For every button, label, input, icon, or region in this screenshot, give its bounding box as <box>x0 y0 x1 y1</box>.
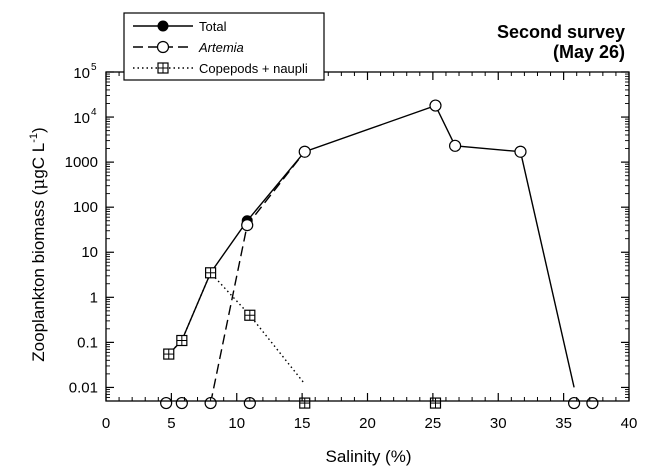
y-tick-label-exp-7: 5 <box>91 62 97 73</box>
y-tick-label-1: 0.1 <box>77 334 98 351</box>
series-line-2 <box>168 271 306 385</box>
y-axis-label-prefix: Zooplankton biomass ( <box>29 189 48 361</box>
data-point-16 <box>567 396 581 410</box>
data-markers <box>160 99 599 410</box>
x-tick-label-3: 15 <box>294 415 311 432</box>
x-tick-label-7: 35 <box>555 415 572 432</box>
series-line-1 <box>209 151 306 404</box>
x-tick-label-2: 10 <box>228 415 245 432</box>
data-point-3 <box>429 99 442 112</box>
y-axis-label-suffix: ) <box>29 127 48 133</box>
data-point-15 <box>429 397 442 409</box>
title-line-1: Second survey <box>497 22 625 42</box>
data-point-11 <box>175 396 188 410</box>
data-point-9 <box>244 309 256 321</box>
y-tick-label-7: 10 <box>73 65 90 82</box>
legend-marker-1 <box>156 40 170 54</box>
x-tick-label-4: 20 <box>359 415 376 432</box>
data-point-2 <box>298 145 311 158</box>
legend-label-1: Artemia <box>198 40 244 55</box>
x-tick-label-0: 0 <box>102 415 110 432</box>
x-tick-label-6: 30 <box>490 415 507 432</box>
y-tick-label-3: 10 <box>81 244 98 261</box>
x-axis-label: Salinity (%) <box>326 447 412 466</box>
legend-marker-2 <box>157 62 169 74</box>
plot-frame <box>105 71 630 402</box>
y-tick-label-exp-6: 4 <box>91 107 97 118</box>
legend-marker-0 <box>157 20 169 32</box>
x-tick-label-1: 5 <box>167 415 175 432</box>
y-axis-label: Zooplankton biomass (μgC L-1) <box>28 127 49 361</box>
data-point-4 <box>449 139 462 152</box>
data-point-14 <box>299 397 311 409</box>
data-point-1 <box>241 219 254 232</box>
data-point-5 <box>514 145 527 158</box>
y-axis-label-mu: μ <box>29 179 49 190</box>
data-point-6 <box>163 348 175 360</box>
y-tick-label-6: 10 <box>73 110 90 127</box>
y-tick-label-2: 1 <box>90 289 98 306</box>
data-point-7 <box>176 334 188 347</box>
legend-label-0: Total <box>199 19 227 34</box>
chart-title: Second survey(May 26) <box>497 22 625 62</box>
data-point-10 <box>160 396 173 410</box>
series-lines <box>168 104 575 404</box>
x-tick-label-5: 25 <box>425 415 442 432</box>
y-axis-label-exp: -1 <box>28 133 40 143</box>
axes <box>105 71 630 402</box>
data-point-8 <box>205 267 217 279</box>
data-point-17 <box>586 396 599 410</box>
series-line-0 <box>168 104 575 388</box>
y-axis-label-unit: gC L <box>29 143 48 179</box>
title-line-2: (May 26) <box>553 42 625 62</box>
legend: Total Artemia Copepods + naupli <box>123 12 325 81</box>
y-tick-label-4: 100 <box>73 199 98 216</box>
y-tick-label-0: 0.01 <box>69 379 98 396</box>
y-tick-label-5: 1000 <box>65 154 98 171</box>
legend-label-2: Copepods + naupli <box>199 61 308 76</box>
x-tick-label-8: 40 <box>621 415 638 432</box>
